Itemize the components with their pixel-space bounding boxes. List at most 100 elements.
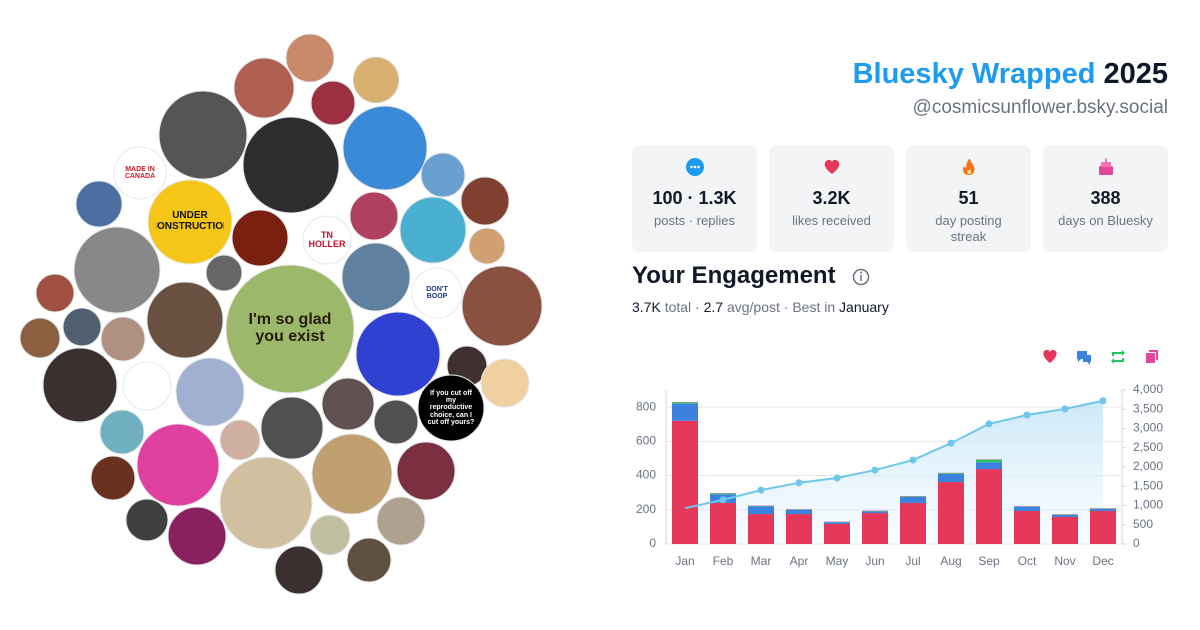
bar-segment: [938, 473, 964, 475]
avatar[interactable]: [461, 265, 543, 347]
avatar[interactable]: [158, 90, 248, 180]
y2-tick-label: 500: [1133, 517, 1153, 531]
bar-segment: [786, 509, 812, 515]
stat-icon: [779, 157, 884, 182]
avatar[interactable]: [349, 191, 399, 241]
avatar-text-box: MADE IN CANADA: [125, 166, 155, 180]
x-tick-label: Aug: [940, 554, 961, 568]
avatar[interactable]: [75, 180, 123, 228]
bar-segment: [862, 513, 888, 544]
avatar[interactable]: [355, 311, 441, 397]
avatar[interactable]: [274, 545, 324, 595]
avatar[interactable]: [225, 264, 355, 394]
avatar[interactable]: [376, 496, 426, 546]
avatar[interactable]: [167, 506, 227, 566]
avatar[interactable]: [396, 441, 456, 501]
avatar[interactable]: [285, 33, 335, 83]
bar-segment: [1014, 510, 1040, 544]
brand: Bluesky Wrapped: [852, 58, 1096, 90]
y-tick-label: 200: [636, 502, 656, 516]
avatar[interactable]: [420, 152, 466, 198]
bar-segment: [900, 502, 926, 544]
avatar[interactable]: [90, 455, 136, 501]
bar-segment: [672, 420, 698, 544]
avatar[interactable]: [341, 242, 411, 312]
y2-tick-label: 0: [1133, 536, 1140, 550]
line-point: [1023, 411, 1031, 419]
avatar[interactable]: [19, 317, 61, 359]
info-icon[interactable]: [852, 268, 870, 286]
avatar[interactable]: [460, 176, 510, 226]
avatar[interactable]: [260, 396, 324, 460]
avatar[interactable]: [399, 196, 467, 264]
legend-icon[interactable]: [1146, 350, 1158, 363]
avatar[interactable]: [125, 498, 169, 542]
x-tick-label: Feb: [713, 554, 734, 568]
bar-segment: [976, 462, 1002, 470]
avatar[interactable]: [242, 116, 340, 214]
avatar[interactable]: [136, 423, 220, 507]
stat-card: 100 · 1.3K posts · replies: [632, 145, 757, 252]
avatar[interactable]: [175, 357, 245, 427]
avatar[interactable]: [411, 267, 463, 319]
avatar[interactable]: [219, 419, 261, 461]
bar-segment: [976, 469, 1002, 544]
avatar[interactable]: [99, 409, 145, 455]
y2-tick-label: 3,000: [1133, 421, 1163, 435]
y2-tick-label: 2,500: [1133, 440, 1163, 454]
avatar-text-box: TN HOLLER: [308, 230, 345, 249]
stat-value: 388: [1090, 188, 1121, 208]
avatar[interactable]: [346, 537, 392, 583]
avatar[interactable]: [146, 281, 224, 359]
avatar[interactable]: [480, 358, 530, 408]
summary-part: 3.7K: [632, 299, 661, 315]
summary: 3.7K total · 2.7 avg/post · Best in Janu…: [632, 299, 889, 315]
avatar[interactable]: [205, 254, 243, 292]
bar-segment: [710, 502, 736, 544]
avatar[interactable]: [73, 226, 161, 314]
avatar[interactable]: [342, 105, 428, 191]
avatar[interactable]: [321, 377, 375, 431]
legend-icon[interactable]: [1077, 351, 1091, 365]
avatar[interactable]: [373, 399, 419, 445]
legend-icon[interactable]: [1043, 349, 1057, 363]
y2-tick-label: 1,000: [1133, 498, 1163, 512]
bar-segment: [900, 496, 926, 497]
avatar[interactable]: [122, 361, 172, 411]
avatar[interactable]: [147, 179, 233, 265]
avatar-text: UNDER CONSTRUCTION: [156, 210, 224, 232]
line-area: [685, 400, 1103, 544]
avatar[interactable]: [100, 316, 146, 362]
avatar[interactable]: [62, 307, 102, 347]
avatar-cluster: MADE IN CANADA UNDER CONSTRUCTION TN HOLLE…: [19, 33, 543, 595]
line-point: [985, 420, 993, 428]
legend: [1043, 349, 1158, 365]
avatar-text-box: If you cut off my reproductive choice, c…: [428, 390, 475, 426]
avatar[interactable]: [219, 456, 313, 550]
stat-card: 3.2K likes received: [769, 145, 894, 252]
stat-label: day posting streak: [935, 213, 1002, 244]
title: Bluesky Wrapped 2025: [853, 58, 1168, 91]
line-point: [871, 466, 879, 474]
avatar[interactable]: [468, 227, 506, 265]
stat-label: days on Bluesky: [1058, 213, 1153, 228]
avatar[interactable]: [35, 273, 75, 313]
avatar[interactable]: [310, 80, 356, 126]
bar-segment: [976, 459, 1002, 463]
stat-label: likes received: [792, 213, 871, 228]
summary-part: January: [839, 299, 889, 315]
avatar[interactable]: [113, 146, 167, 200]
avatar[interactable]: [302, 215, 352, 265]
avatar[interactable]: [352, 56, 400, 104]
legend-icon[interactable]: [1111, 350, 1125, 364]
bar-segment: [710, 493, 736, 495]
avatar[interactable]: [231, 209, 289, 267]
avatar[interactable]: [311, 433, 393, 515]
avatar[interactable]: [233, 57, 295, 119]
stat-label: posts · replies: [654, 213, 735, 228]
avatar[interactable]: [42, 347, 118, 423]
avatar[interactable]: [309, 514, 351, 556]
avatar[interactable]: [417, 374, 485, 442]
stat-card: 388 days on Bluesky: [1043, 145, 1168, 252]
x-tick-label: Oct: [1018, 554, 1037, 568]
